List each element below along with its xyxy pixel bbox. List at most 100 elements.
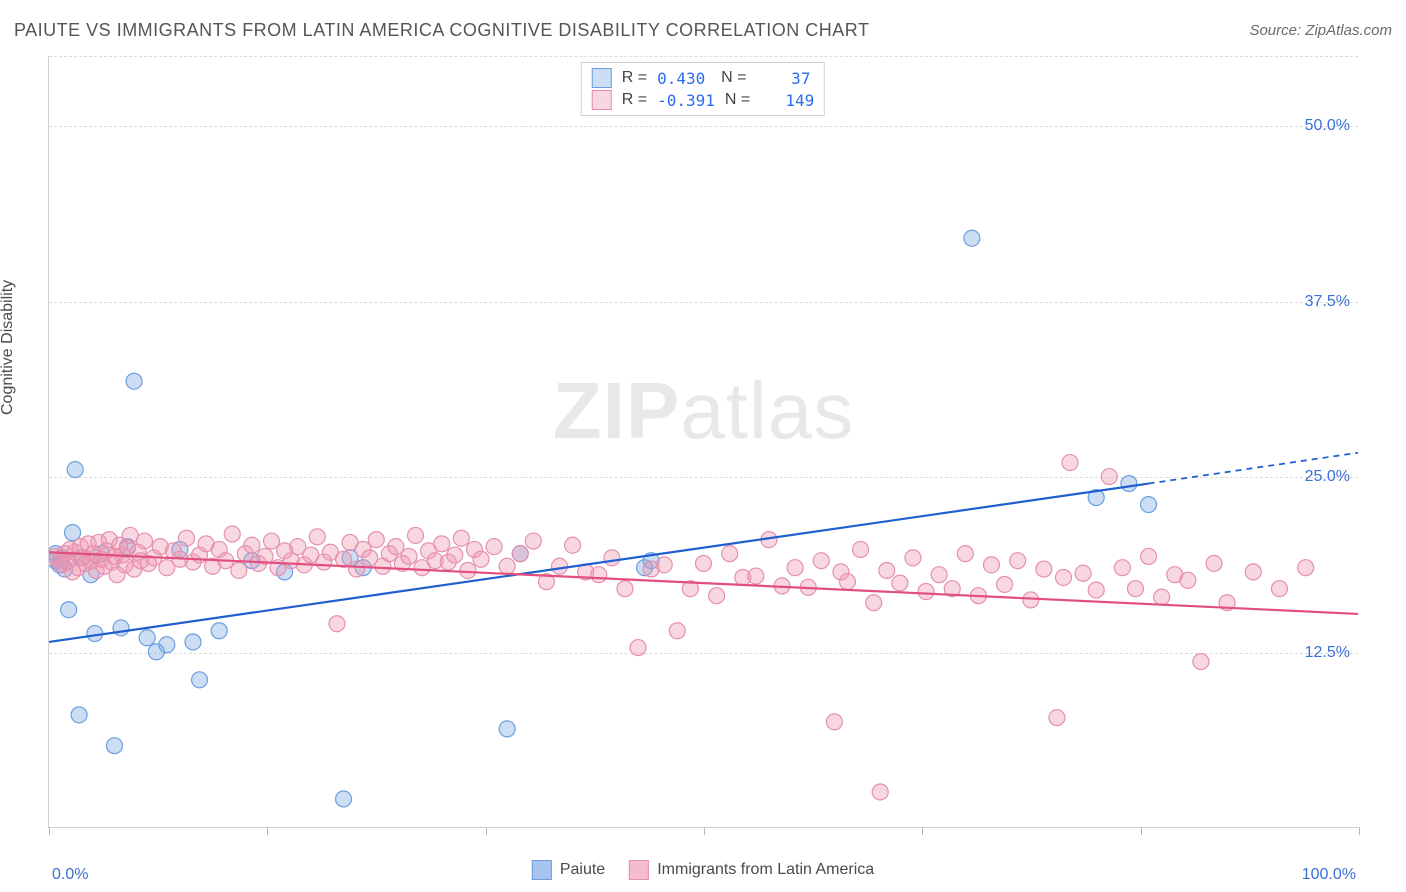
legend-swatch [532, 860, 552, 880]
scatter-point [722, 546, 738, 562]
scatter-point [617, 581, 633, 597]
scatter-point [983, 557, 999, 573]
scatter-point [137, 533, 153, 549]
x-tick [922, 827, 923, 835]
scatter-point [1055, 569, 1071, 585]
scatter-point [122, 527, 138, 543]
scatter-point [696, 555, 712, 571]
legend-swatch [592, 90, 612, 110]
chart-title: PAIUTE VS IMMIGRANTS FROM LATIN AMERICA … [14, 20, 869, 41]
scatter-point [1101, 469, 1117, 485]
scatter-point [447, 547, 463, 563]
plot-area: ZIPatlas 12.5%25.0%37.5%50.0% [48, 56, 1358, 828]
scatter-point [473, 551, 489, 567]
scatter-point [349, 561, 365, 577]
r-value: 0.430 [657, 69, 711, 88]
legend-row: R =-0.391N =149 [592, 89, 814, 111]
n-label: N = [725, 91, 750, 109]
scatter-point [787, 560, 803, 576]
scatter-point [512, 546, 528, 562]
scatter-point [813, 553, 829, 569]
scatter-point [1180, 572, 1196, 588]
scatter-point [67, 462, 83, 478]
series-legend: Paiute Immigrants from Latin America [532, 860, 874, 880]
scatter-point [71, 707, 87, 723]
legend-swatch [592, 68, 612, 88]
scatter-point [879, 562, 895, 578]
scatter-point [368, 532, 384, 548]
scatter-point [453, 530, 469, 546]
scatter-point [309, 529, 325, 545]
scatter-point [918, 584, 934, 600]
scatter-point [185, 634, 201, 650]
scatter-point [591, 567, 607, 583]
scatter-point [1141, 548, 1157, 564]
legend-label: Paiute [560, 861, 605, 879]
n-value: 37 [756, 69, 810, 88]
x-tick [1141, 827, 1142, 835]
scatter-point [931, 567, 947, 583]
x-axis-min-label: 0.0% [52, 866, 88, 884]
x-tick [486, 827, 487, 835]
scatter-point [997, 576, 1013, 592]
scatter-point [853, 541, 869, 557]
scatter-point [1023, 592, 1039, 608]
chart-header: PAIUTE VS IMMIGRANTS FROM LATIN AMERICA … [14, 20, 1392, 41]
scatter-point [434, 536, 450, 552]
scatter-point [159, 637, 175, 653]
legend-label: Immigrants from Latin America [657, 861, 874, 879]
scatter-point [244, 537, 260, 553]
scatter-point [499, 558, 515, 574]
legend-item: Immigrants from Latin America [629, 860, 874, 880]
scatter-point [565, 537, 581, 553]
scatter-point [709, 588, 725, 604]
scatter-point [1206, 555, 1222, 571]
x-tick [704, 827, 705, 835]
x-tick [267, 827, 268, 835]
scatter-point [957, 546, 973, 562]
scatter-point [460, 562, 476, 578]
scatter-point [656, 557, 672, 573]
scatter-point [630, 640, 646, 656]
scatter-svg [49, 56, 1358, 827]
scatter-point [1010, 553, 1026, 569]
scatter-point [748, 568, 764, 584]
scatter-point [839, 574, 855, 590]
scatter-point [329, 616, 345, 632]
scatter-point [1245, 564, 1261, 580]
scatter-point [525, 533, 541, 549]
scatter-point [486, 539, 502, 555]
legend-item: Paiute [532, 860, 605, 880]
scatter-point [388, 539, 404, 555]
scatter-point [905, 550, 921, 566]
r-label: R = [622, 91, 647, 109]
scatter-point [65, 525, 81, 541]
scatter-point [1271, 581, 1287, 597]
scatter-point [892, 575, 908, 591]
scatter-point [336, 791, 352, 807]
trend-line-extrapolated [1149, 453, 1358, 484]
source-label: Source: ZipAtlas.com [1249, 22, 1392, 39]
scatter-point [264, 533, 280, 549]
scatter-point [224, 526, 240, 542]
scatter-point [401, 548, 417, 564]
scatter-point [499, 721, 515, 737]
x-tick [1359, 827, 1360, 835]
scatter-point [1088, 582, 1104, 598]
scatter-point [178, 530, 194, 546]
scatter-point [192, 672, 208, 688]
r-label: R = [622, 69, 647, 87]
scatter-point [139, 630, 155, 646]
scatter-point [866, 595, 882, 611]
scatter-point [1114, 560, 1130, 576]
scatter-point [1036, 561, 1052, 577]
scatter-point [1193, 654, 1209, 670]
scatter-point [872, 784, 888, 800]
legend-row: R =0.430N =37 [592, 67, 814, 89]
scatter-point [604, 550, 620, 566]
scatter-point [1049, 710, 1065, 726]
scatter-point [552, 558, 568, 574]
scatter-point [408, 527, 424, 543]
correlation-legend: R = 0.430 N = 37R =-0.391N =149 [581, 62, 825, 116]
scatter-point [964, 230, 980, 246]
